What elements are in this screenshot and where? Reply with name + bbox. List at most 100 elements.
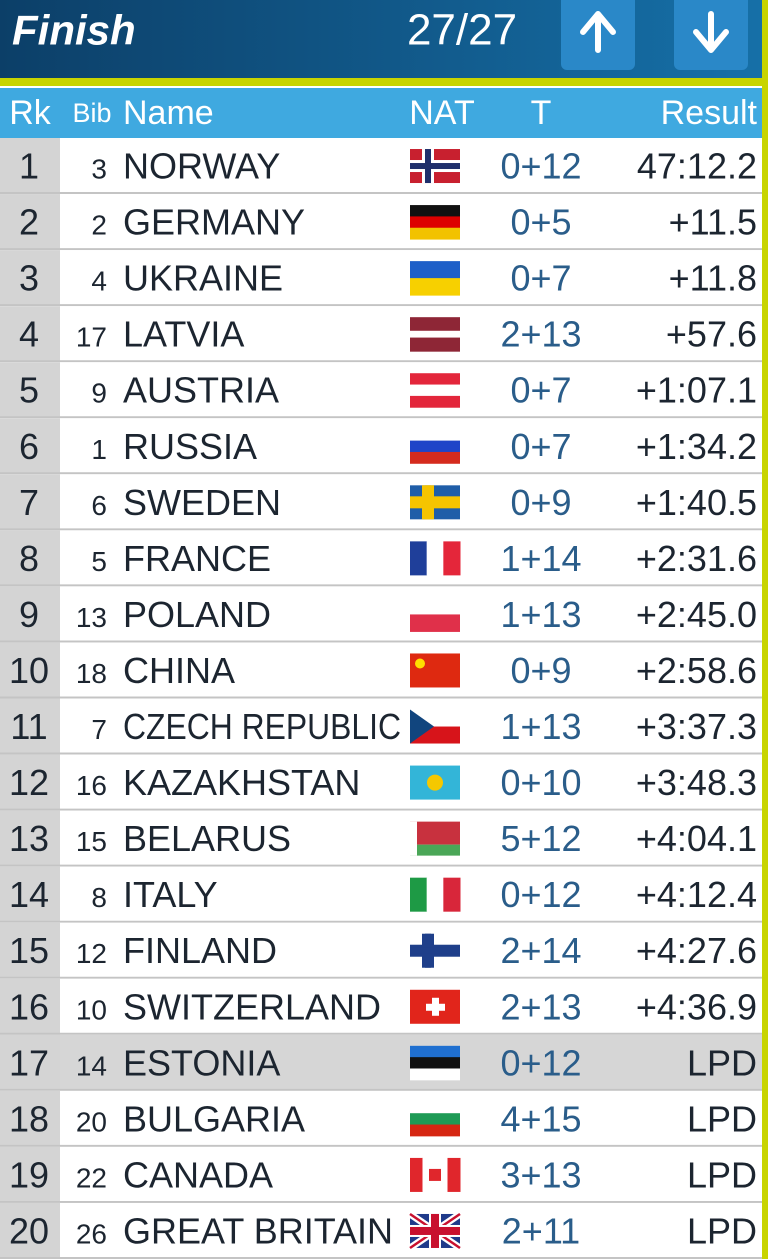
rank: 5 bbox=[19, 370, 39, 411]
rank-cell bbox=[0, 1202, 60, 1259]
penalties: 0+7 bbox=[510, 258, 571, 299]
flag-part bbox=[410, 216, 460, 229]
row-background bbox=[0, 306, 762, 363]
result-row: 7 6 SWEDEN 0+9 +1:40.5 bbox=[0, 474, 762, 531]
nation-name: CZECH REPUBLIC bbox=[123, 706, 401, 747]
down-button[interactable] bbox=[674, 0, 748, 70]
result-row: 6 1 RUSSIA 0+7 +1:34.2 bbox=[0, 418, 762, 475]
bib: 15 bbox=[76, 826, 107, 857]
penalties: 2+13 bbox=[500, 986, 581, 1027]
penalties: 0+10 bbox=[500, 762, 581, 803]
flag-part bbox=[447, 1157, 461, 1192]
nation-name: GREAT BRITAIN bbox=[123, 1210, 393, 1251]
rank: 16 bbox=[9, 986, 49, 1027]
flag-part bbox=[427, 774, 443, 791]
up-button[interactable] bbox=[561, 0, 635, 70]
column-header: NAT bbox=[409, 94, 474, 132]
bib: 2 bbox=[91, 210, 107, 241]
rank-cell bbox=[0, 586, 60, 643]
nation-name: ITALY bbox=[123, 874, 218, 915]
nation-name: NORWAY bbox=[123, 146, 280, 187]
rank-cell bbox=[0, 922, 60, 979]
rank-cell bbox=[0, 642, 60, 699]
result-row: 12 16 KAZAKHSTAN 0+10 +3:48.3 bbox=[0, 754, 762, 811]
column-header-bar bbox=[0, 88, 762, 138]
result-row: 9 13 POLAND 1+13 +2:45.0 bbox=[0, 586, 762, 643]
flag-part bbox=[410, 330, 460, 339]
rank: 7 bbox=[19, 482, 39, 523]
rank-cell bbox=[0, 810, 60, 867]
flag-part bbox=[410, 278, 460, 296]
nation-name: LATVIA bbox=[123, 314, 244, 355]
row-background bbox=[0, 138, 762, 195]
result-row: 17 14 ESTONIA 0+12 LPD bbox=[0, 1034, 762, 1091]
result-row: 14 8 ITALY 0+12 +4:12.4 bbox=[0, 866, 762, 923]
flag-part bbox=[410, 337, 460, 352]
bib: 26 bbox=[76, 1218, 107, 1249]
flag-part bbox=[410, 429, 460, 442]
accent-edge bbox=[762, 0, 768, 1259]
rank: 2 bbox=[19, 202, 39, 243]
flag-part bbox=[410, 451, 460, 464]
rank: 10 bbox=[9, 650, 49, 691]
row-background bbox=[0, 1090, 762, 1147]
result-row: 20 26 GREAT BRITAIN 2+11 LPD bbox=[0, 1202, 762, 1259]
flag bbox=[410, 1157, 461, 1192]
rank: 3 bbox=[19, 258, 39, 299]
row-background bbox=[0, 474, 762, 531]
nation-name: POLAND bbox=[123, 594, 271, 635]
row-background bbox=[0, 698, 762, 755]
flag bbox=[410, 317, 460, 352]
rank-cell bbox=[0, 698, 60, 755]
rank: 18 bbox=[9, 1098, 49, 1139]
rank-cell bbox=[0, 530, 60, 587]
flag-part bbox=[429, 1168, 441, 1181]
flag bbox=[410, 765, 460, 800]
nation-name: ESTONIA bbox=[123, 1042, 280, 1083]
penalties: 5+12 bbox=[500, 818, 581, 859]
flag-part bbox=[410, 1068, 460, 1081]
penalties: 2+11 bbox=[502, 1210, 580, 1251]
flag bbox=[410, 485, 460, 520]
result: +4:36.9 bbox=[636, 986, 757, 1027]
nation-name: CANADA bbox=[123, 1154, 273, 1195]
flag bbox=[410, 821, 460, 856]
result: +4:12.4 bbox=[636, 874, 757, 915]
rank-cell bbox=[0, 1090, 60, 1147]
screen-title: Finish bbox=[12, 7, 136, 54]
bib: 6 bbox=[91, 490, 107, 521]
result-row: 15 12 FINLAND 2+14 +4:27.6 bbox=[0, 922, 762, 979]
penalties: 0+12 bbox=[500, 1042, 581, 1083]
bib: 20 bbox=[76, 1106, 107, 1137]
rank: 8 bbox=[19, 538, 39, 579]
result-row: 11 7 CZECH REPUBLIC 1+13 +3:37.3 bbox=[0, 698, 762, 755]
penalties: 0+12 bbox=[500, 146, 581, 187]
bib: 10 bbox=[76, 994, 107, 1025]
nation-name: SWEDEN bbox=[123, 482, 281, 523]
result: +2:31.6 bbox=[636, 538, 757, 579]
flag-part bbox=[426, 541, 444, 576]
nation-name: UKRAINE bbox=[123, 258, 283, 299]
rank: 9 bbox=[19, 594, 39, 635]
flag bbox=[408, 1211, 462, 1251]
result: +4:04.1 bbox=[636, 818, 757, 859]
flag-part bbox=[410, 877, 428, 912]
flag bbox=[410, 1045, 460, 1081]
bib: 18 bbox=[76, 658, 107, 689]
result: LPD bbox=[687, 1098, 757, 1139]
flag bbox=[410, 205, 460, 240]
column-header: Result bbox=[661, 94, 758, 132]
result-row: 2 2 GERMANY 0+5 +11.5 bbox=[0, 194, 762, 251]
bib: 16 bbox=[76, 770, 107, 801]
flag-part bbox=[443, 877, 461, 912]
rank-cell bbox=[0, 474, 60, 531]
rank-cell bbox=[0, 754, 60, 811]
flag bbox=[410, 373, 460, 408]
flag-part bbox=[410, 499, 460, 506]
rank-cell bbox=[0, 418, 60, 475]
penalties: 4+15 bbox=[500, 1098, 581, 1139]
penalties: 0+5 bbox=[510, 202, 571, 243]
bib: 22 bbox=[76, 1162, 107, 1193]
row-background bbox=[0, 754, 762, 811]
